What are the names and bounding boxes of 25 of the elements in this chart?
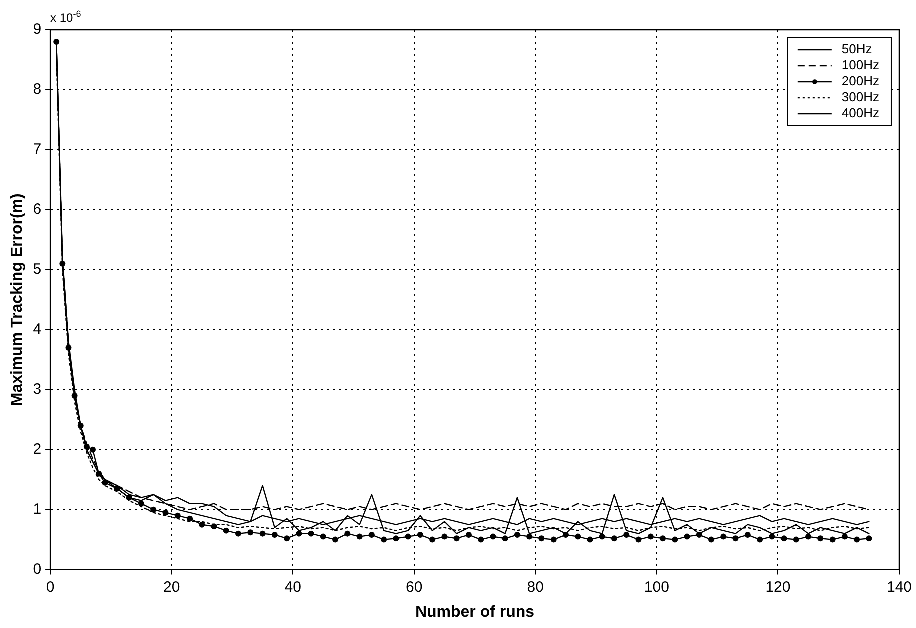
x-tick-label: 140 [886, 578, 912, 596]
y-tick-label: 0 [33, 560, 42, 578]
x-axis-title: Number of runs [415, 604, 535, 621]
y-tick-label: 4 [33, 321, 42, 338]
x-tick-label: 20 [163, 578, 180, 596]
legend-label: 100Hz [842, 58, 880, 73]
y-tick-label: 3 [33, 381, 42, 398]
legend-label: 50Hz [842, 42, 872, 57]
x-tick-label: 0 [46, 578, 55, 596]
y-axis-title: Maximum Tracking Error(m) [9, 194, 26, 406]
x-tick-label: 40 [284, 578, 302, 596]
legend-label: 200Hz [842, 74, 880, 89]
x-tick-label: 100 [644, 578, 670, 596]
y-tick-label: 5 [33, 261, 42, 278]
y-tick-label: 1 [33, 500, 42, 518]
x-tick-label: 80 [527, 578, 544, 596]
y-tick-label: 9 [33, 21, 42, 38]
y-tick-label: 6 [33, 201, 42, 218]
x-tick-label: 120 [766, 578, 791, 596]
y-tick-label: 7 [33, 141, 42, 158]
legend-label: 300Hz [842, 90, 880, 105]
x-tick-label: 60 [406, 578, 423, 596]
y-tick-label: 2 [33, 440, 42, 458]
y-tick-label: 8 [33, 81, 42, 98]
legend-label: 400Hz [842, 106, 880, 121]
